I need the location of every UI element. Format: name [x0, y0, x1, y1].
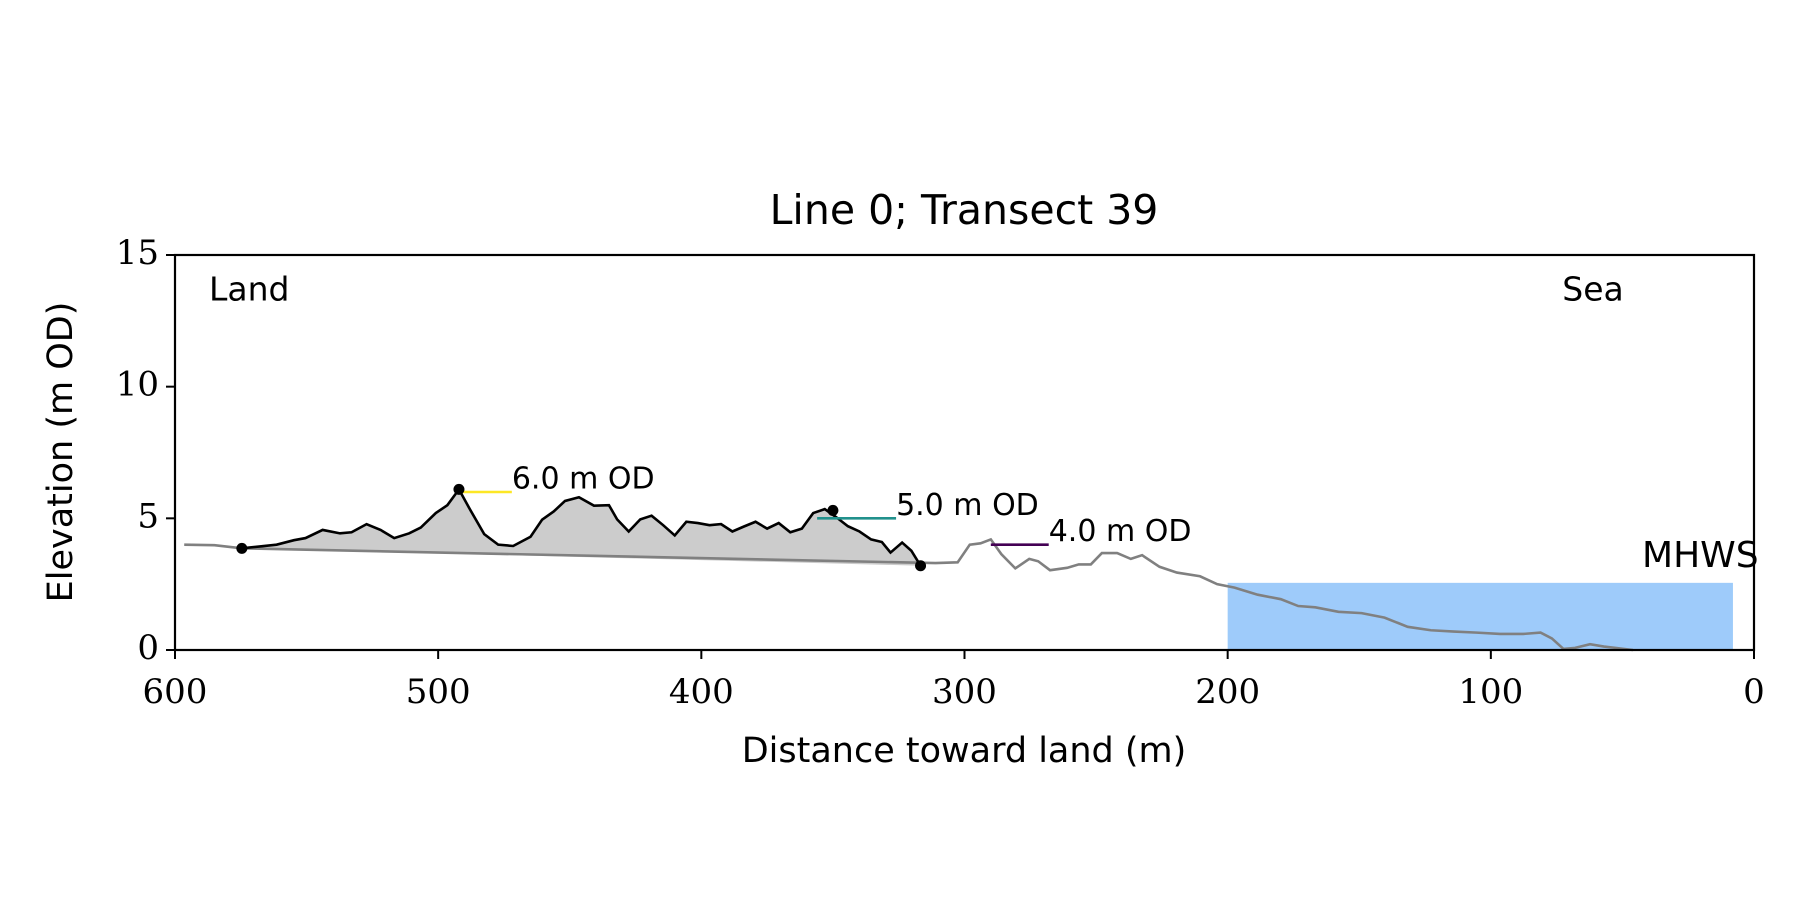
land-annotation: Land — [209, 270, 289, 309]
dune-point — [453, 483, 465, 495]
y-axis-label: Elevation (m OD) — [41, 302, 81, 603]
x-tick-label: 400 — [669, 672, 734, 712]
mhws-area — [1227, 582, 1733, 650]
dune-line — [241, 486, 922, 567]
x-tick-label: 600 — [143, 672, 208, 712]
dune-point — [827, 504, 839, 516]
mhws-label: MHWS — [1642, 535, 1759, 576]
dune-point — [915, 560, 927, 572]
x-axis-label: Distance toward land (m) — [742, 731, 1187, 771]
y-tick-label: 0 — [137, 628, 159, 668]
dune-area — [241, 489, 921, 566]
level-label: 4.0 m OD — [1049, 514, 1192, 549]
x-tick-label: 500 — [406, 672, 471, 712]
x-tick-label: 200 — [1195, 672, 1260, 712]
level-label: 5.0 m OD — [896, 488, 1039, 523]
x-tick-label: 300 — [932, 672, 997, 712]
y-tick-label: 5 — [137, 496, 159, 536]
chart-title: Line 0; Transect 39 — [770, 186, 1159, 234]
profile-line — [184, 537, 1634, 652]
level-label: 6.0 m OD — [512, 462, 655, 497]
sea-annotation: Sea — [1562, 270, 1623, 309]
dune-point — [236, 542, 248, 554]
x-tick-label: 0 — [1743, 672, 1765, 712]
x-tick-label: 100 — [1458, 672, 1523, 712]
y-tick-label: 15 — [116, 233, 159, 273]
y-tick-label: 10 — [116, 365, 159, 405]
